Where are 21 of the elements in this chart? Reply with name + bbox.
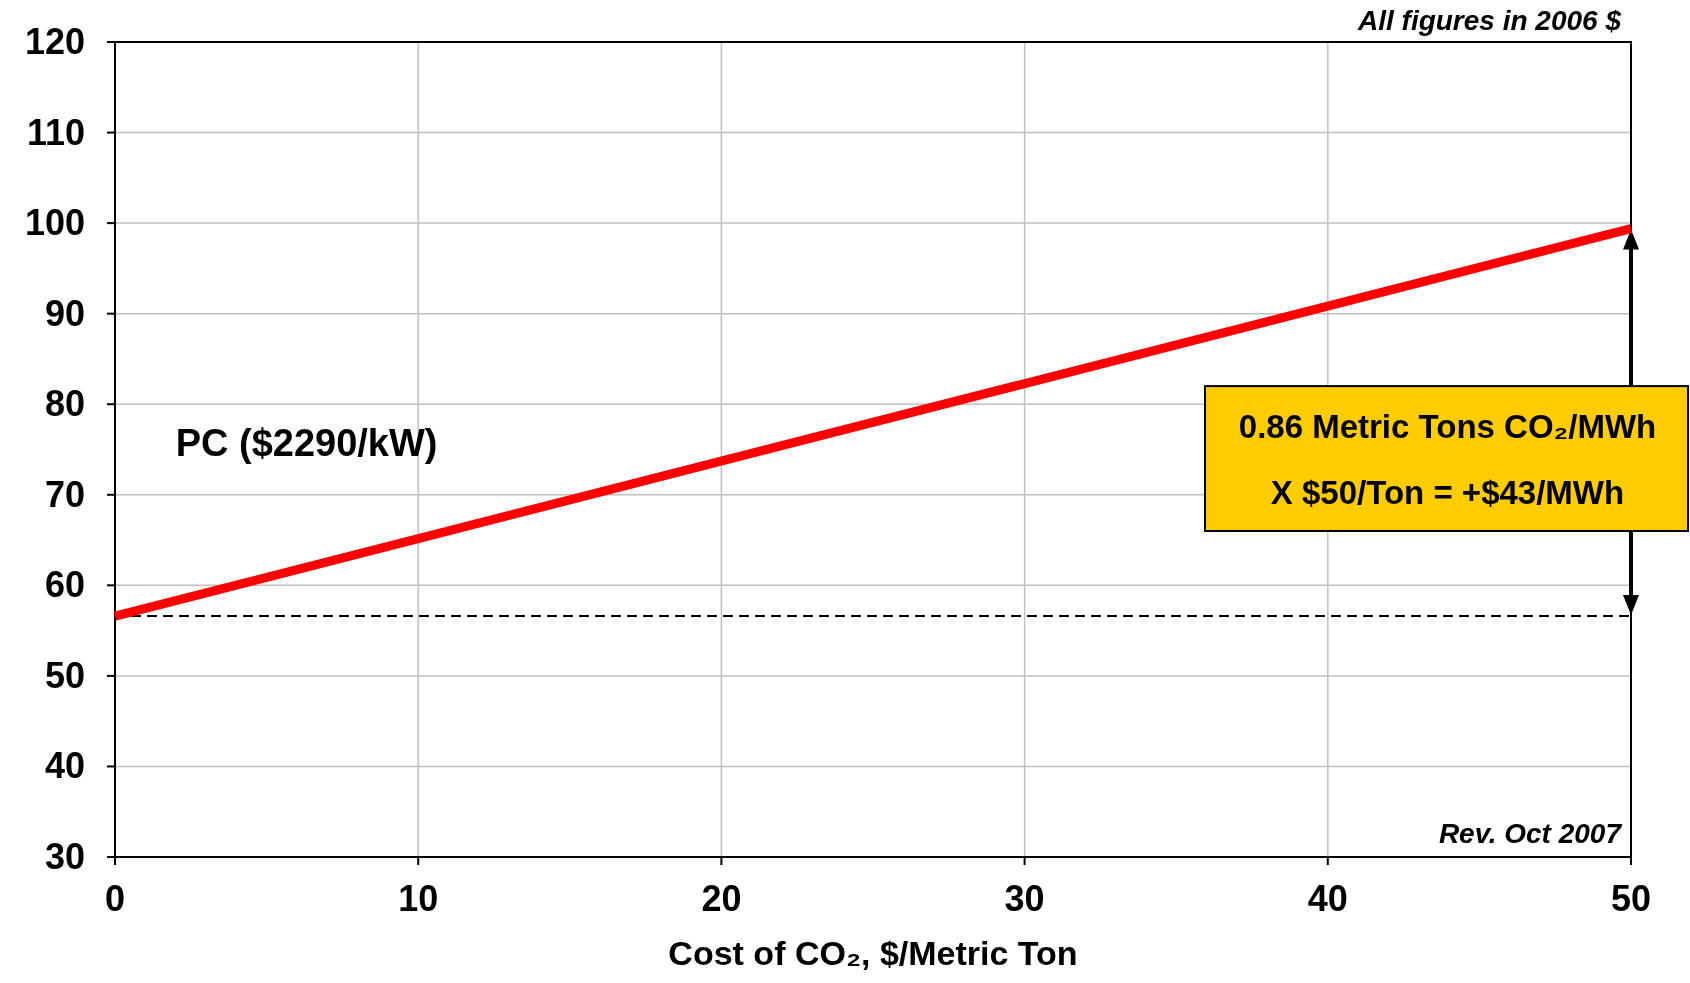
x-tick-label: 40: [1307, 878, 1348, 919]
y-tick-label: 50: [44, 654, 85, 696]
y-tick-label: 40: [44, 745, 85, 787]
y-tick-label: 110: [26, 111, 85, 153]
series-label: PC ($2290/kW): [175, 422, 438, 465]
x-tick-label: 30: [1004, 878, 1045, 919]
y-tick-label: 100: [24, 202, 85, 244]
x-tick-label: 50: [1610, 878, 1652, 919]
x-tick-label: 20: [701, 878, 742, 919]
y-tick-label: 80: [44, 383, 85, 425]
x-tick-label: 10: [398, 878, 439, 919]
y-tick-label: 30: [44, 836, 85, 877]
text: All figures in 2006 $: [1357, 5, 1622, 36]
y-tick-label: 70: [44, 473, 85, 515]
y-tick-label: 90: [44, 292, 85, 334]
annotation: Rev. Oct 2007: [1438, 818, 1623, 849]
y-tick-label: 60: [44, 564, 85, 606]
y-tick-label: 120: [24, 21, 85, 62]
x-axis-title: Cost of CO₂, $/Metric Ton: [668, 934, 1078, 972]
annotation: 0.86 Metric Tons CO₂/MWh X $50/Ton = +$43/MWh: [1238, 408, 1657, 512]
x-tick-label: 0: [104, 878, 126, 919]
